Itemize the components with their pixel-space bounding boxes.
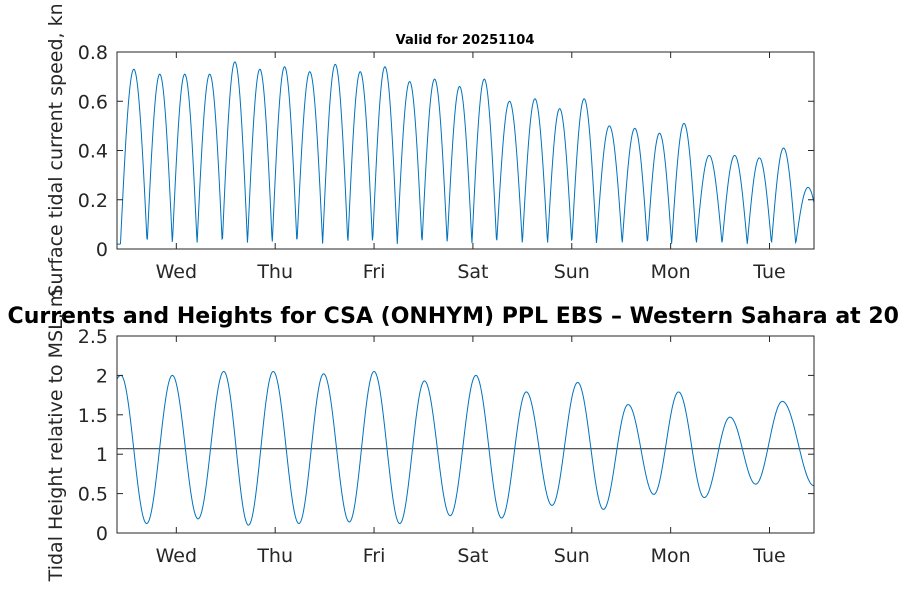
xtick-label: Mon xyxy=(651,261,691,283)
tidal-height-title: Tidal Currents and Heights for CSA (ONHY… xyxy=(0,304,900,329)
xtick-label: Mon xyxy=(651,545,691,567)
current-speed-ylabel: Surface tidal current speed, kn xyxy=(45,3,67,296)
xtick-label: Sun xyxy=(554,545,590,567)
ytick-label: 0.2 xyxy=(78,190,108,212)
xtick-label: Sat xyxy=(457,545,488,567)
ytick-label: 2.5 xyxy=(78,326,108,348)
ytick-label: 1.5 xyxy=(78,405,108,427)
xtick-label: Thu xyxy=(256,261,293,283)
tidal-height-ylabel: Tidal Height relative to MSL, m xyxy=(45,289,67,583)
ytick-label: 0 xyxy=(96,239,108,261)
ytick-label: 1 xyxy=(96,444,108,466)
xtick-label: Sat xyxy=(457,261,488,283)
current-speed-ticks: 0 0.2 0.4 0.6 0.8 Wed Thu Fri Sat Sun Mon Tue xyxy=(78,42,814,283)
ytick-label: 0.8 xyxy=(78,42,108,64)
xtick-label: Tue xyxy=(752,545,785,567)
xtick-label: Tue xyxy=(752,261,785,283)
tidal-height-ticks: 0 0.5 1 1.5 2 2.5 Wed Thu Fri Sat Sun Mon Tue xyxy=(78,326,814,567)
current-speed-line xyxy=(117,61,815,245)
current-speed-panel: 0 0.2 0.4 0.6 0.8 Wed Thu Fri Sat Sun Mon Tue Valid… xyxy=(45,3,815,297)
xtick-label: Fri xyxy=(363,545,386,567)
xtick-label: Thu xyxy=(256,545,293,567)
current-speed-series xyxy=(117,61,815,245)
ytick-label: 0.6 xyxy=(78,91,108,113)
tidal-height-panel: 0 0.5 1 1.5 2 2.5 Wed Thu Fri Sat Sun Mon Tue Tidal … xyxy=(0,289,900,583)
ytick-label: 2 xyxy=(96,365,108,387)
current-speed-title: Valid for 20251104 xyxy=(396,33,535,48)
ytick-label: 0.5 xyxy=(78,484,108,506)
tidal-height-series xyxy=(116,370,815,526)
ytick-label: 0 xyxy=(96,523,108,545)
xtick-label: Wed xyxy=(156,545,197,567)
xtick-label: Sun xyxy=(554,261,590,283)
ytick-label: 0.4 xyxy=(78,141,108,163)
xtick-label: Fri xyxy=(363,261,386,283)
tidal-height-line xyxy=(116,370,815,526)
tidal-height-axes-box xyxy=(116,335,815,534)
xtick-label: Wed xyxy=(156,261,197,283)
